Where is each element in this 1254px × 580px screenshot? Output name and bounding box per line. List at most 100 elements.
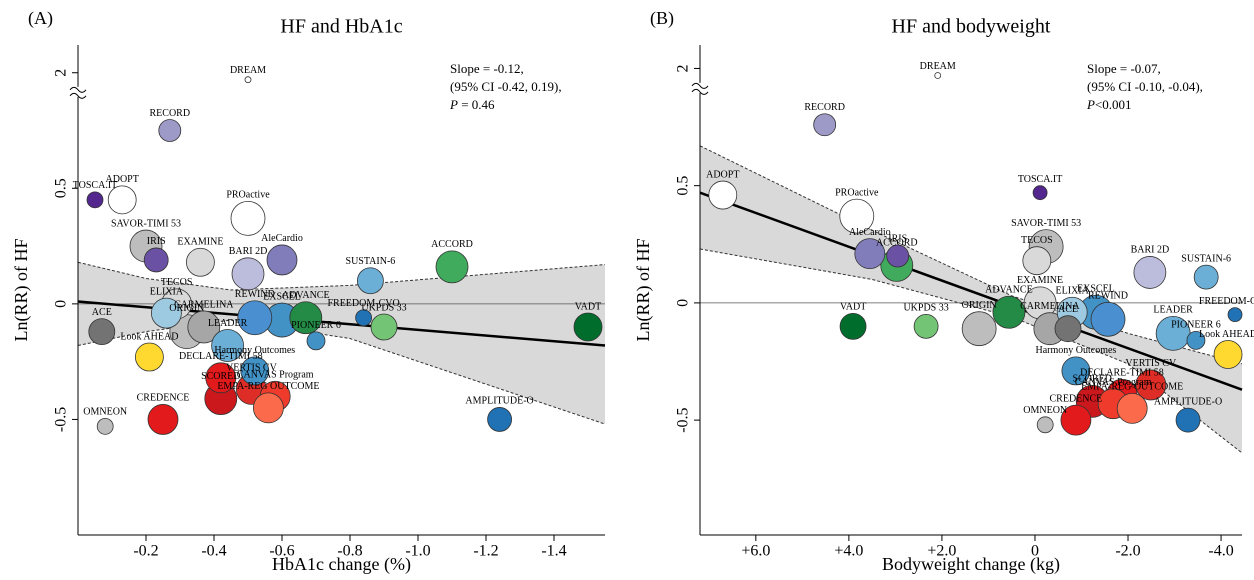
axis-break — [69, 86, 87, 99]
panel-label: (B) — [650, 8, 674, 29]
panel-label: (A) — [28, 8, 53, 29]
y-tick-label: -0.5 — [675, 407, 692, 432]
bubble — [107, 185, 137, 215]
bubble-label: BARI 2D — [1131, 245, 1170, 256]
y-tick-label: 2 — [675, 64, 692, 72]
stat-line: (95% CI -0.10, -0.04), — [1087, 79, 1203, 94]
bubble — [839, 312, 867, 340]
x-tick-label: -2.0 — [1115, 543, 1140, 560]
bubble-label: EMPA-REG OUTCOME — [217, 381, 319, 392]
bubble-label: EMPA-REG OUTCOME — [1081, 382, 1183, 393]
bubble-label: RECORD — [804, 102, 845, 113]
x-tick-label: 0 — [1031, 543, 1039, 560]
stat-p: P<0.001 — [1086, 97, 1132, 112]
bubble — [86, 191, 104, 209]
x-tick-label: +2.0 — [927, 543, 956, 560]
bubble — [1054, 315, 1082, 343]
bubble-label: SCORED — [201, 371, 240, 382]
bubble — [237, 300, 273, 336]
x-tick-label: +4.0 — [834, 543, 863, 560]
x-tick-label: -1.4 — [541, 543, 566, 560]
bubble-label: ORIGIN — [962, 300, 997, 311]
bubble — [1186, 331, 1206, 350]
x-tick-label: -0.8 — [337, 543, 362, 560]
bubble-label: LEADER — [1153, 305, 1193, 316]
bubble-label: ADVANCE — [282, 290, 330, 301]
bubble-label: OMNEON — [83, 407, 127, 418]
x-tick-label: -0.2 — [133, 543, 158, 560]
bubble-label: REWIND — [1088, 291, 1128, 302]
bubble — [1090, 301, 1126, 337]
bubble-label: EXSCEL — [1077, 284, 1115, 295]
bubble-label: DECLARE-TIMI 58 — [179, 351, 263, 362]
bubble — [231, 257, 265, 291]
bubble-label: PROactive — [226, 190, 270, 201]
bubble-label: ORIGIN — [169, 303, 204, 314]
bubble-label: SAVOR-TIMI 53 — [111, 218, 181, 229]
bubble-label: ACCORD — [431, 239, 473, 250]
bubble — [289, 301, 323, 335]
bubble — [1213, 340, 1243, 369]
axis-break-gap — [692, 82, 704, 93]
x-tick-label: -1.2 — [473, 543, 498, 560]
bubble-label: EXAMINE — [1017, 275, 1063, 286]
bubble-label: Harmony Outcomes — [1035, 345, 1116, 356]
bubble-label: DECLARE-TIMI 58 — [1080, 368, 1164, 379]
bubble — [934, 72, 942, 79]
bubble-label: OMNEON — [1023, 405, 1067, 416]
bubble-label: Look AHEAD — [120, 331, 178, 342]
bubble — [1036, 416, 1054, 434]
bubble — [487, 407, 513, 432]
bubble — [143, 247, 169, 273]
x-tick-label: -4.0 — [1208, 543, 1233, 560]
p-symbol: P — [1086, 97, 1095, 112]
bubble-label: SCORED — [1072, 374, 1111, 385]
bubble-label: ADOPT — [106, 174, 139, 185]
bubble — [252, 392, 284, 424]
bubble-label: VERTIS CV — [226, 363, 278, 374]
bubble-label: AleCardio — [261, 233, 303, 244]
ci-lower — [77, 319, 606, 425]
bubble — [187, 310, 221, 344]
bubble-label: SAVOR-TIMI 53 — [1011, 218, 1081, 229]
bubble — [573, 312, 603, 342]
bubble — [185, 247, 215, 277]
bubble-label: CANVAS Program — [1075, 377, 1152, 388]
bubble-label: UKPDS 33 — [903, 303, 948, 314]
bubble-label: ACE — [1058, 304, 1078, 315]
bubble-label: TECOS — [1021, 235, 1053, 246]
bubble-label: ELIXIA — [150, 286, 184, 297]
y-tick-label: 0.5 — [53, 178, 70, 198]
bubble — [134, 342, 164, 372]
bubble-label: ELIXIA — [1056, 286, 1090, 297]
axis-break — [691, 82, 709, 95]
x-axis-label: Bodyweight change (kg) — [882, 554, 1060, 575]
p-symbol: P — [449, 97, 458, 112]
bubble — [1135, 369, 1167, 401]
x-axis-label: HbA1c change (%) — [272, 554, 411, 575]
bubble — [1227, 307, 1243, 323]
bubble — [306, 331, 326, 351]
chart-title: HF and HbA1c — [280, 16, 402, 38]
stat-line: Slope = -0.12, — [450, 61, 524, 76]
bubble-label: DREAM — [230, 65, 266, 76]
bubble-label: SUSTAIN-6 — [346, 256, 396, 267]
p-value: <0.001 — [1095, 97, 1132, 112]
bubble-label: PIONEER 6 — [291, 320, 341, 331]
bubble-label: ADOPT — [706, 169, 739, 180]
p-value: = 0.46 — [458, 97, 495, 112]
bubble-label: VADT — [575, 301, 601, 312]
bubble — [1061, 356, 1091, 386]
ci-band — [78, 262, 605, 425]
bubble — [266, 244, 298, 276]
bubble-label: CARMELINA — [174, 299, 234, 310]
bubble-label: AMPLITUDE-O — [465, 396, 533, 407]
x-tick-label: -0.4 — [201, 543, 226, 560]
bubble-label: CREDENCE — [137, 393, 190, 404]
bubble-label: Harmony Outcomes — [214, 345, 295, 356]
axis-break-gap — [70, 86, 82, 97]
ci-band — [700, 145, 1242, 453]
bubble-label: VADT — [840, 302, 866, 313]
bubble-label: Look AHEAD — [1199, 329, 1254, 340]
